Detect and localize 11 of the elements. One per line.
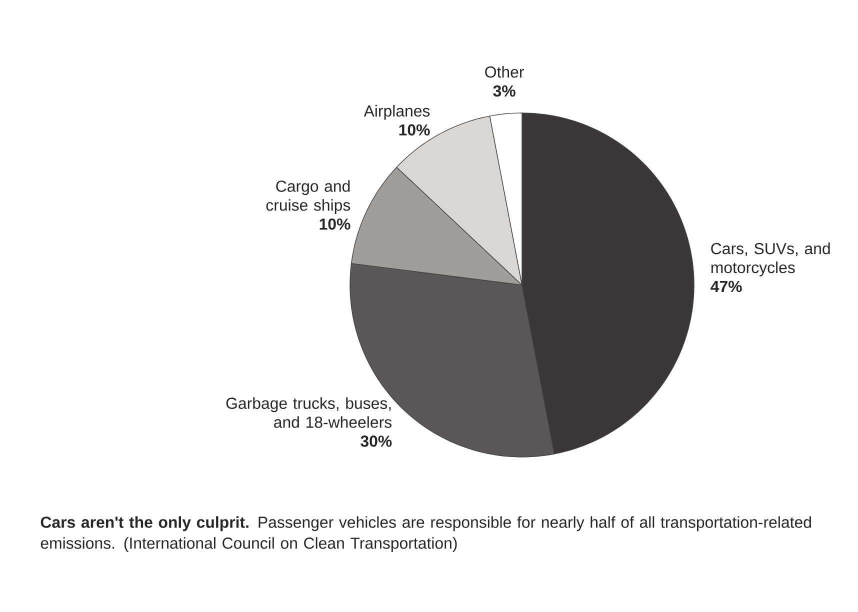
data-label: 10% (399, 124, 430, 136)
data-label: 10% (320, 218, 350, 230)
slice-label: Cars, SUVs, and motorcycles (711, 242, 830, 276)
data-label: 30% (360, 436, 392, 447)
data-label: 3% (493, 85, 516, 97)
text: Cars aren't the only culprit. Passenger vehicles are responsible for nearly half of all transportation-related emissions. (International Council on Clean Transportation) (40, 516, 811, 552)
data-label: 47% (710, 280, 742, 292)
slice-label: Other (485, 66, 524, 78)
slice-label: Cargo and cruise ships (266, 180, 350, 214)
slice-label: Garbage trucks, buses, and 18-wheelers (226, 397, 392, 428)
slice-label: Airplanes (364, 104, 430, 120)
